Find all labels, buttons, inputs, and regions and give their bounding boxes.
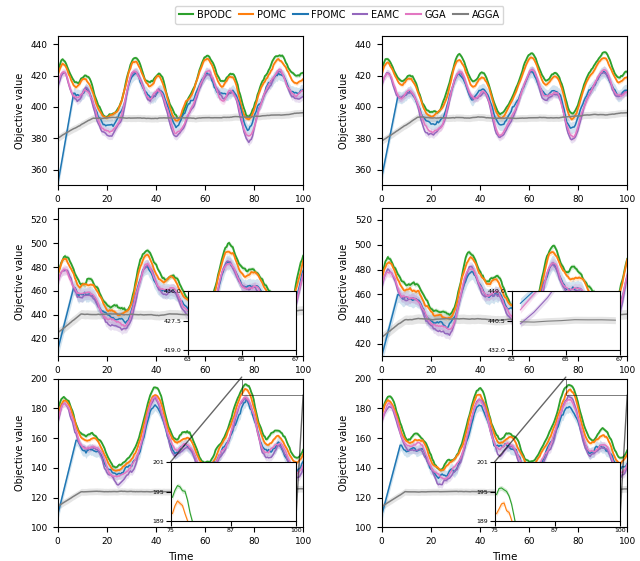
Bar: [212, 319, 222, 339]
Text: (a) frb30-15-1, $t = 0.25T_G$: (a) frb30-15-1, $t = 0.25T_G$: [115, 227, 246, 241]
Y-axis label: Objective value: Objective value: [15, 73, 25, 149]
Bar: [242, 377, 303, 395]
Bar: [566, 377, 627, 395]
Y-axis label: Objective value: Objective value: [15, 415, 25, 491]
X-axis label: Time: Time: [492, 380, 517, 390]
X-axis label: Time: Time: [492, 551, 517, 561]
Legend: BPODC, POMC, FPOMC, EAMC, GGA, AGGA: BPODC, POMC, FPOMC, EAMC, GGA, AGGA: [175, 6, 504, 24]
Text: (c) frb35-17-1, $t = 0.25T_G$: (c) frb35-17-1, $t = 0.25T_G$: [115, 398, 246, 412]
Bar: [536, 308, 546, 329]
Text: (d) frb35-17-1, $t = 0.5T_G$: (d) frb35-17-1, $t = 0.5T_G$: [441, 398, 568, 412]
Y-axis label: Objective value: Objective value: [15, 244, 25, 320]
Text: (b) frb30-15-1, $t = 0.5T_G$: (b) frb30-15-1, $t = 0.5T_G$: [441, 227, 568, 241]
X-axis label: Time: Time: [168, 209, 193, 219]
X-axis label: Time: Time: [168, 551, 193, 561]
Y-axis label: Objective value: Objective value: [339, 73, 349, 149]
Y-axis label: Objective value: Objective value: [339, 415, 349, 491]
X-axis label: Time: Time: [492, 209, 517, 219]
X-axis label: Time: Time: [168, 380, 193, 390]
Y-axis label: Objective value: Objective value: [339, 244, 349, 320]
